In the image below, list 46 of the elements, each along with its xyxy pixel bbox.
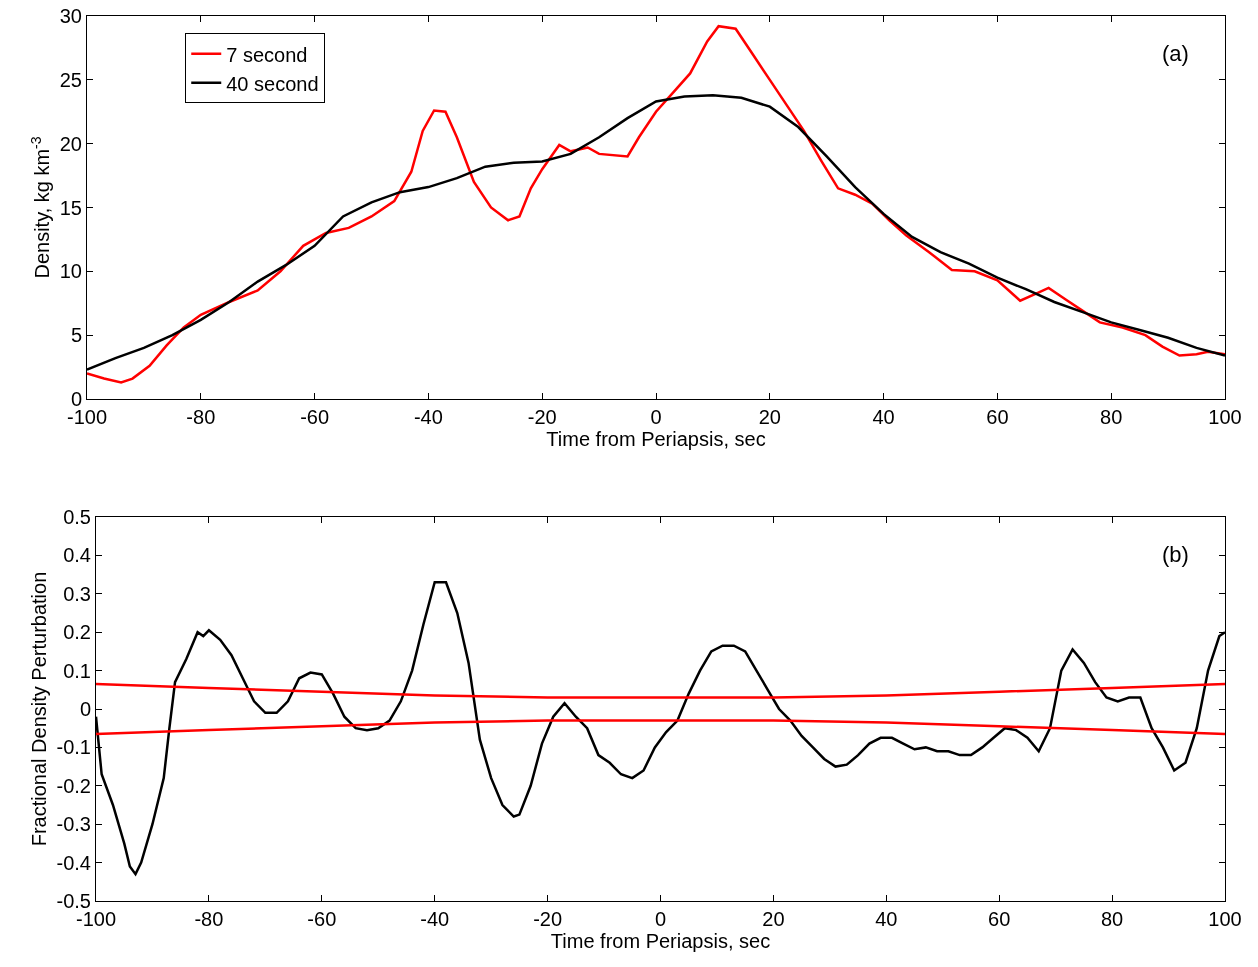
y-tick-label: -0.2	[56, 774, 91, 797]
legend-label: 40 second	[226, 72, 319, 95]
y-tick-label: 0.2	[63, 621, 91, 644]
x-tick-label: -60	[307, 908, 337, 930]
y-tick-label: -0.3	[56, 813, 91, 836]
y-tick-label: 0.3	[63, 582, 91, 605]
x-tick-label: 80	[1100, 908, 1124, 930]
x-tick-label: 80	[1100, 406, 1123, 428]
x-tick-label: -80	[186, 406, 216, 428]
annotation: (a)	[1162, 41, 1189, 66]
line-series	[96, 719, 1225, 736]
y-tick-label: 0.4	[63, 544, 91, 567]
y-tick-label: 15	[59, 196, 82, 219]
x-axis-title: Time from Periapsis, sec	[546, 428, 766, 450]
y-tick-label: 0.5	[63, 506, 91, 528]
x-tick-label: 40	[872, 406, 895, 428]
y-tick-label: 30	[59, 5, 82, 27]
x-tick-label: 60	[986, 406, 1009, 428]
y-axis-title: Fractional Density Perturbation	[28, 571, 51, 847]
y-tick-label: 0	[79, 698, 91, 720]
annotation: (b)	[1162, 542, 1189, 567]
x-tick-label: 0	[654, 908, 667, 930]
x-tick-label: 100	[1208, 908, 1242, 930]
x-tick-label: 20	[762, 908, 785, 930]
x-tick-label: -20	[527, 406, 557, 428]
x-tick-label: 0	[650, 406, 662, 428]
line-series	[96, 682, 1225, 699]
x-tick-label: -80	[194, 908, 224, 930]
x-tick-label: 40	[875, 908, 898, 930]
y-tick-label: 10	[59, 260, 82, 283]
x-tick-label: -60	[300, 406, 330, 428]
y-tick-label: -0.4	[56, 851, 91, 874]
x-tick-label: 20	[758, 406, 781, 428]
y-tick-label: 0.1	[63, 659, 91, 682]
x-tick-label: 100	[1208, 406, 1242, 428]
y-tick-label: 5	[70, 324, 82, 347]
x-tick-label: -40	[413, 406, 443, 428]
y-tick-label: 20	[59, 132, 82, 155]
x-tick-label: -40	[420, 908, 450, 930]
x-tick-label: -20	[533, 908, 563, 930]
y-tick-label: 25	[59, 68, 82, 91]
y-tick-label: -0.1	[56, 736, 91, 759]
x-tick-label: 60	[988, 908, 1011, 930]
line-series	[87, 24, 1225, 384]
legend-label: 7 second	[226, 43, 308, 66]
x-axis-title: Time from Periapsis, sec	[550, 930, 771, 952]
